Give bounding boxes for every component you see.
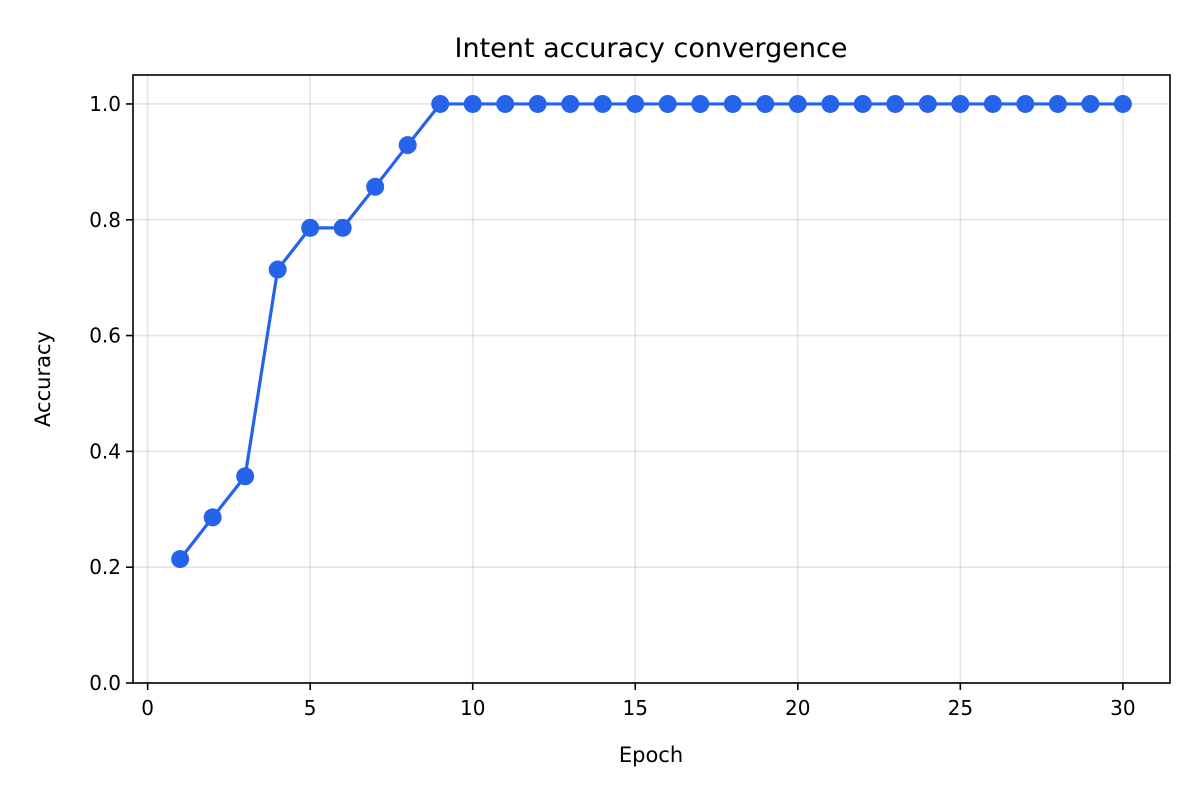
data-point — [626, 94, 645, 113]
data-point — [983, 94, 1002, 113]
x-axis-label: Epoch — [619, 743, 683, 767]
x-tick-label: 30 — [1110, 696, 1135, 720]
data-point — [1081, 94, 1100, 113]
data-point — [431, 94, 450, 113]
y-tick-label: 0.8 — [89, 208, 121, 232]
data-point — [658, 94, 677, 113]
y-tick-label: 0.2 — [89, 555, 121, 579]
data-point — [593, 94, 612, 113]
x-tick-label: 0 — [141, 696, 154, 720]
x-tick-label: 5 — [304, 696, 317, 720]
y-axis-label: Accuracy — [31, 331, 55, 427]
x-tick-label: 15 — [623, 696, 648, 720]
y-tick-label: 0.0 — [89, 671, 121, 695]
y-tick-label: 0.4 — [89, 439, 121, 463]
x-tick-label: 25 — [948, 696, 973, 720]
series-layer — [171, 94, 1132, 569]
data-point — [1048, 94, 1067, 113]
data-point — [463, 94, 482, 113]
data-point — [203, 508, 222, 527]
data-point — [821, 94, 840, 113]
data-point — [268, 260, 287, 279]
data-point — [853, 94, 872, 113]
y-tick-label: 1.0 — [89, 92, 121, 116]
data-point — [918, 94, 937, 113]
data-point — [561, 94, 580, 113]
x-tick-label: 10 — [460, 696, 485, 720]
data-point — [528, 94, 547, 113]
data-point — [496, 94, 515, 113]
data-point — [691, 94, 710, 113]
data-point — [951, 94, 970, 113]
data-point — [236, 467, 255, 486]
data-point — [788, 94, 807, 113]
data-point — [333, 218, 352, 237]
data-point — [171, 550, 190, 569]
data-point — [301, 218, 320, 237]
ticks: 0 5 10 15 20 25 30 0.0 0.2 0.4 0.6 0.8 1.0 — [89, 92, 1135, 720]
data-point — [756, 94, 775, 113]
chart-title: Intent accuracy convergence — [455, 33, 848, 64]
data-point — [1113, 94, 1132, 113]
data-point — [1016, 94, 1035, 113]
x-tick-label: 20 — [785, 696, 810, 720]
data-point — [723, 94, 742, 113]
plot-frame — [132, 74, 1171, 684]
data-point — [366, 177, 385, 196]
y-tick-label: 0.6 — [89, 324, 121, 348]
data-point — [886, 94, 905, 113]
data-point — [398, 136, 417, 155]
